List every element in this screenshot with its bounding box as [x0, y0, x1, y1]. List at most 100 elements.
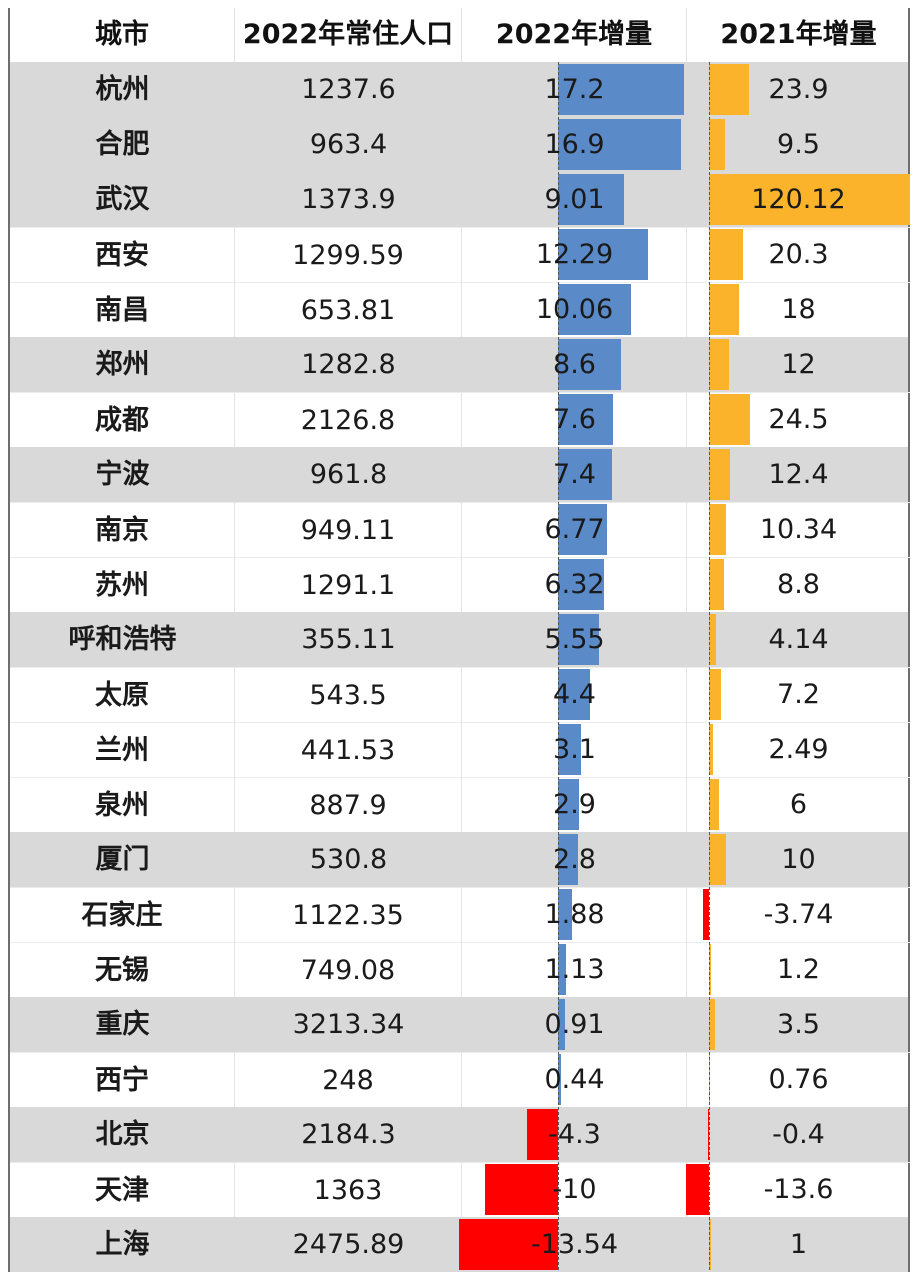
city-cell: 苏州 [10, 557, 235, 612]
increase-2022-cell [462, 557, 687, 612]
bar-2021 [709, 64, 749, 115]
table-row: 北京 2184.3 -4.3 -0.4 [10, 1107, 908, 1162]
bar-2021 [709, 449, 730, 500]
city-cell: 合肥 [95, 129, 150, 160]
bar-2022 [558, 64, 684, 115]
population-cell: 3213.34 [292, 1009, 405, 1040]
population-cell: 963.4 [309, 129, 388, 160]
population-cell: 949.11 [235, 502, 462, 557]
table-row: 厦门 530.8 2.8 10 [10, 832, 908, 887]
increase-2021-value: 120.12 [751, 184, 846, 215]
bar-2022 [485, 1164, 558, 1215]
population-cell: 2475.89 [292, 1229, 405, 1260]
population-cell: 1299.59 [235, 227, 462, 282]
population-cell: 248 [235, 1052, 462, 1107]
bar-2022 [558, 339, 621, 390]
population-cell: 355.11 [301, 624, 396, 655]
increase-2021-value: 4.14 [768, 624, 829, 655]
bar-2021 [686, 1164, 709, 1215]
header-city: 城市 [10, 8, 235, 62]
city-cell: 杭州 [95, 74, 150, 105]
city-cell: 上海 [95, 1229, 150, 1260]
increase-2022-value: 0.44 [544, 1064, 605, 1095]
city-cell: 西安 [10, 227, 235, 282]
increase-2021-value: -0.4 [772, 1119, 825, 1150]
bar-2022 [558, 394, 614, 445]
increase-2022-value: 2.9 [553, 789, 596, 820]
increase-2021-value: -13.6 [763, 1174, 834, 1205]
increase-2022-value: 4.4 [553, 679, 596, 710]
table-row: 上海 2475.89 -13.54 1 [10, 1217, 908, 1272]
increase-2021-value: 20.3 [768, 239, 829, 270]
city-cell: 重庆 [95, 1009, 150, 1040]
increase-2021-cell [687, 667, 910, 722]
increase-2021-value: 12 [781, 349, 816, 380]
increase-2022-cell [462, 502, 687, 557]
city-cell: 南昌 [10, 282, 235, 337]
increase-2021-value: 9.5 [777, 129, 820, 160]
table-row: 杭州 1237.6 17.2 23.9 [10, 62, 908, 117]
population-cell: 2126.8 [235, 392, 462, 447]
increase-2021-value: 8.8 [777, 569, 820, 600]
city-cell: 泉州 [10, 777, 235, 832]
header-increase-2022: 2022年增量 [462, 8, 687, 62]
bar-2022 [558, 229, 648, 280]
increase-2021-value: -3.74 [763, 899, 834, 930]
table-row: 宁波 961.8 7.4 12.4 [10, 447, 908, 502]
increase-2021-value: 24.5 [768, 404, 829, 435]
increase-2021-value: 1.2 [777, 954, 820, 985]
table-row: 合肥 963.4 16.9 9.5 [10, 117, 908, 172]
population-cell: 1237.6 [301, 74, 396, 105]
increase-2021-cell [687, 282, 910, 337]
population-cell: 530.8 [309, 844, 388, 875]
increase-2021-cell [687, 227, 910, 282]
increase-2021-cell [687, 502, 910, 557]
bar-2022 [558, 614, 599, 665]
city-cell: 石家庄 [10, 887, 235, 942]
increase-2022-cell [462, 887, 687, 942]
table-row: 西安 1299.59 12.29 20.3 [10, 227, 910, 282]
bar-2021 [709, 394, 750, 445]
data-table: 城市 2022年常住人口 2022年增量 2021年增量 杭州 1237.6 17.… [8, 8, 910, 1272]
increase-2022-value: 3.1 [553, 734, 596, 765]
population-cell: 1282.8 [301, 349, 396, 380]
increase-2022-value: 2.8 [553, 844, 596, 875]
increase-2021-value: 6 [789, 789, 808, 820]
increase-2021-value: 7.2 [777, 679, 820, 710]
bar-2022 [526, 1109, 558, 1160]
population-cell: 1291.1 [235, 557, 462, 612]
bar-2022 [558, 944, 567, 995]
increase-2021-value: 1 [789, 1229, 808, 1260]
bar-2021 [702, 889, 709, 940]
bar-2021 [709, 779, 720, 830]
increase-2022-value: 12.29 [535, 239, 614, 270]
table-row: 石家庄 1122.35 1.88 -3.74 [10, 887, 910, 942]
increase-2022-value: 6.32 [544, 569, 605, 600]
city-cell: 西宁 [10, 1052, 235, 1107]
city-cell: 北京 [95, 1119, 150, 1150]
increase-2022-value: 7.6 [553, 404, 596, 435]
increase-2022-value: 0.91 [544, 1009, 605, 1040]
increase-2022-value: 17.2 [544, 74, 605, 105]
city-cell: 南京 [10, 502, 235, 557]
population-cell: 1122.35 [235, 887, 462, 942]
bar-2021 [709, 229, 743, 280]
increase-2022-value: 7.4 [553, 459, 596, 490]
population-cell: 749.08 [235, 942, 462, 997]
increase-2022-cell [462, 722, 687, 777]
city-cell: 宁波 [95, 459, 150, 490]
table-row: 郑州 1282.8 8.6 12 [10, 337, 908, 392]
table-row: 无锡 749.08 1.13 1.2 [10, 942, 910, 997]
population-cell: 653.81 [235, 282, 462, 337]
header-population: 2022年常住人口 [235, 8, 462, 62]
increase-2021-cell [687, 1162, 910, 1217]
increase-2022-cell [462, 667, 687, 722]
table-row: 重庆 3213.34 0.91 3.5 [10, 997, 908, 1052]
increase-2022-cell [462, 227, 687, 282]
axis-2022 [558, 62, 559, 1270]
axis-2021 [709, 62, 710, 1270]
increase-2021-cell [687, 557, 910, 612]
increase-2021-cell [687, 942, 910, 997]
bar-2022 [558, 1054, 562, 1105]
city-cell: 无锡 [10, 942, 235, 997]
